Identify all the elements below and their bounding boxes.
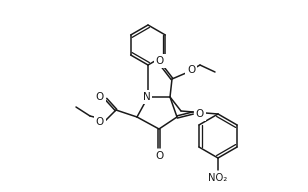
Text: O: O xyxy=(155,151,163,161)
Text: O: O xyxy=(96,117,104,127)
Text: N: N xyxy=(143,92,151,102)
Text: O: O xyxy=(96,92,104,102)
Text: O: O xyxy=(187,65,195,75)
Text: O: O xyxy=(156,56,164,66)
Text: O: O xyxy=(196,109,204,119)
Text: NO₂: NO₂ xyxy=(209,173,228,183)
